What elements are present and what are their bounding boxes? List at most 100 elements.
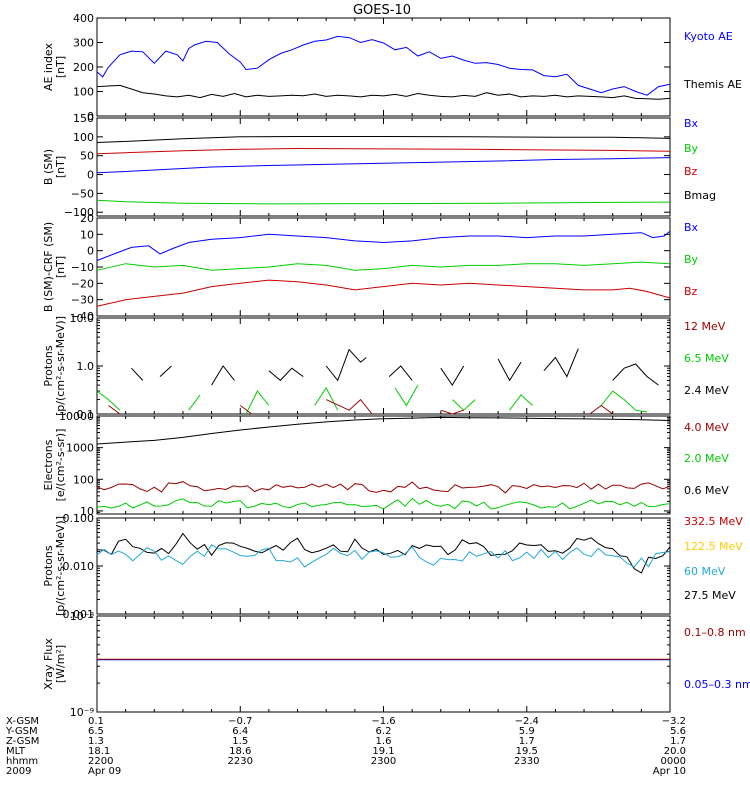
- series-line-blue: [96, 230, 671, 261]
- x-column-value: 1.3: [88, 736, 104, 747]
- legend-entry: Themis AE: [683, 78, 742, 91]
- series-line-black: [211, 365, 235, 386]
- series-line-black: [543, 348, 579, 378]
- y-tick-label: 50: [80, 150, 94, 163]
- x-column-value: 0000: [661, 756, 686, 767]
- legend-entry: Bz: [684, 165, 698, 178]
- series-line-black: [96, 532, 671, 574]
- x-row-label: Z-GSM: [6, 736, 39, 747]
- y-tick-label: 100: [73, 131, 94, 144]
- y-axis-label: Xray Flux: [42, 638, 55, 690]
- y-axis-label: [p/(cm²-s-sr-MeV)]: [54, 516, 67, 616]
- panel-frame: [96, 17, 671, 117]
- y-axis-label: [nT]: [54, 256, 67, 278]
- series-line-darkred: [589, 404, 613, 415]
- y-tick-label: 0: [87, 110, 94, 123]
- series-line-blue: [96, 35, 671, 96]
- series-line-black: [96, 416, 671, 445]
- series-line-black: [440, 365, 465, 387]
- legend-entry: 2.0 MeV: [684, 452, 729, 465]
- series-line-darkred: [440, 409, 464, 415]
- y-tick-label: 0: [87, 169, 94, 182]
- y-tick-label: 10: [80, 228, 94, 241]
- series-line-black: [131, 367, 144, 381]
- x-column-value: 18.1: [88, 746, 110, 757]
- x-column-value: −0.7: [228, 716, 252, 727]
- legend-entry: 60 MeV: [684, 565, 726, 578]
- y-tick-label: 10⁻⁹: [70, 706, 94, 719]
- y-tick-label: 100: [73, 473, 94, 486]
- y-tick-label: 300: [73, 37, 94, 50]
- legend-entry: 2.4 MeV: [684, 384, 729, 397]
- y-tick-label: 0.010: [63, 560, 95, 573]
- series-line-darkred: [240, 405, 252, 415]
- x-column-value: 1.7: [670, 736, 686, 747]
- legend-entry: 6.5 MeV: [684, 352, 729, 365]
- y-tick-label: 1.0: [77, 360, 95, 373]
- series-line-green: [188, 394, 201, 411]
- legend-entry: By: [684, 253, 699, 266]
- series-line-green: [451, 399, 476, 411]
- x-column-value: 5.9: [519, 726, 535, 737]
- x-column-value: 2300: [371, 756, 396, 767]
- legend-entry: 4.0 MeV: [684, 421, 729, 434]
- legend-entry: 27.5 MeV: [684, 589, 736, 602]
- x-column-value: 6.5: [88, 726, 104, 737]
- y-axis-label: [e/(cm²-s-sr)]: [54, 429, 67, 502]
- y-tick-label: 0.100: [63, 512, 95, 525]
- x-column-value: 2200: [88, 756, 113, 767]
- y-tick-label: 10000: [59, 410, 94, 423]
- panel-xray: 10⁻⁹ 10⁻⁸ Xray Flux [W/m²] 0.1–0.8 nm 0.05–0.…: [42, 610, 750, 719]
- legend-entry: 332.5 MeV: [684, 515, 743, 528]
- series-line-blue: [96, 157, 671, 174]
- y-axis-label: [nT]: [54, 56, 67, 78]
- x-axis-table: X-GSMY-GSMZ-GSMMLThhmm20090.16.51.318.12…: [5, 716, 686, 777]
- y-tick-label: 0.1: [77, 408, 95, 421]
- series-line-red: [96, 279, 671, 307]
- series-line-black: [388, 365, 413, 381]
- y-tick-label: −10: [71, 261, 94, 274]
- x-column-value: 0.1: [88, 716, 104, 727]
- x-row-label: Y-GSM: [5, 726, 38, 737]
- series-line-red: [96, 147, 671, 155]
- y-tick-label: 1000: [66, 442, 94, 455]
- y-tick-label: 0: [87, 245, 94, 258]
- y-axis-label: [W/m²]: [54, 645, 67, 683]
- series-line-darkred: [108, 405, 121, 415]
- panel-frame: [96, 317, 671, 415]
- x-column-value: Apr 09: [88, 766, 121, 777]
- series-line-green: [245, 390, 270, 415]
- x-column-value: 20.0: [664, 746, 686, 757]
- y-tick-label: 10⁻⁸: [70, 610, 95, 623]
- y-axis-label: B (SM)-CRF (SM): [42, 222, 55, 312]
- panel-bsm: −100 −50 0 50 100 150 B (SM) [nT] Bx By Bz Bmag: [42, 112, 716, 219]
- x-row-label: MLT: [6, 746, 26, 757]
- series-line-green: [394, 384, 419, 407]
- x-column-value: 6.4: [232, 726, 248, 737]
- x-row-label: hhmm: [6, 756, 38, 767]
- x-column-value: 2230: [228, 756, 253, 767]
- x-column-value: −2.4: [515, 716, 539, 727]
- x-column-value: 1.6: [376, 736, 392, 747]
- panel-bdiff: −40 −30 −20 −10 0 10 20 B (SM)-CRF (SM) [nT] Bx By…: [42, 212, 699, 323]
- legend-entry: 0.05–0.3 nm: [684, 678, 750, 691]
- panel-electrons: 10 100 1000 10000 Electrons [e/(cm²-s-sr)] 4.0…: [42, 410, 729, 518]
- series-line-green: [509, 394, 533, 411]
- y-axis-label: B (SM): [42, 149, 55, 185]
- series-line-black: [96, 84, 671, 100]
- x-column-value: 19.5: [516, 746, 538, 757]
- legend-entry: 0.1–0.8 nm: [684, 626, 746, 639]
- legend-entry: 12 MeV: [684, 320, 726, 333]
- y-axis-label: Protons: [42, 345, 55, 386]
- y-axis-label: AE index: [42, 42, 55, 91]
- legend-entry: Bz: [684, 285, 698, 298]
- panel-protons1: 0.1 1.0 10.0 Protons [p/(cm²-s-sr-MeV)] 12 Me…: [42, 312, 729, 421]
- y-tick-label: −100: [64, 206, 94, 219]
- y-tick-label: 400: [73, 12, 94, 25]
- panel-frame: [96, 615, 671, 713]
- series-line-green: [96, 199, 671, 205]
- y-axis-label: [nT]: [54, 156, 67, 178]
- y-tick-label: 150: [73, 112, 94, 125]
